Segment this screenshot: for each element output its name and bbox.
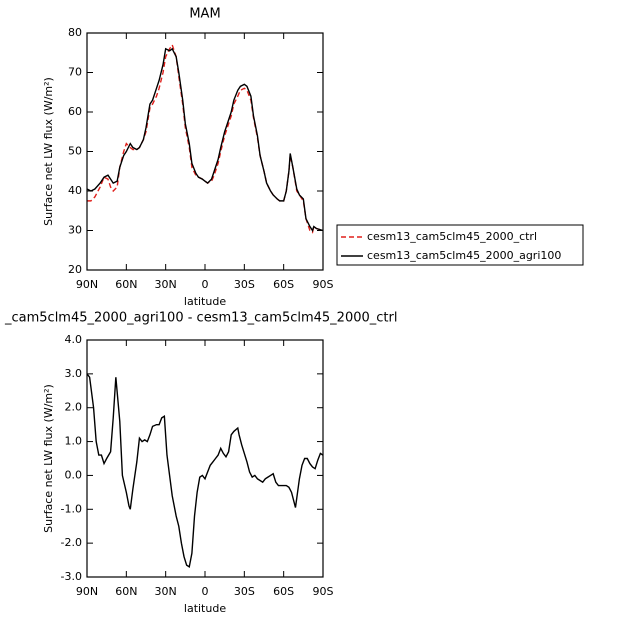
x-tick-label: 60S xyxy=(273,278,294,291)
y-tick-label: 50 xyxy=(68,145,82,158)
y-tick-label: 30 xyxy=(68,224,82,237)
x-axis-label: latitude xyxy=(184,602,226,615)
y-tick-label: 80 xyxy=(68,26,82,39)
y-tick-label: 4.0 xyxy=(65,333,83,346)
legend-label: cesm13_cam5clm45_2000_agri100 xyxy=(367,249,561,262)
plot-frame xyxy=(86,32,324,271)
y-tick-label: 2.0 xyxy=(65,401,83,414)
x-tick-label: 30S xyxy=(234,585,255,598)
y-tick-label: 60 xyxy=(68,105,82,118)
y-tick-label: 3.0 xyxy=(65,367,83,380)
y-tick-label: -1.0 xyxy=(61,502,82,515)
x-tick-label: 90N xyxy=(76,278,98,291)
legend-box xyxy=(336,224,584,266)
x-tick-label: 90S xyxy=(313,278,334,291)
x-tick-label: 60N xyxy=(115,278,137,291)
chart-title: MAM xyxy=(189,7,220,22)
x-tick-label: 0 xyxy=(202,278,209,291)
chart-title: _cam5clm45_2000_agri100 - cesm13_cam5clm… xyxy=(4,311,397,326)
x-tick-label: 0 xyxy=(202,585,209,598)
y-tick-label: 0.0 xyxy=(65,468,83,481)
y-tick-label: -2.0 xyxy=(61,536,82,549)
x-tick-label: 30S xyxy=(234,278,255,291)
data-line xyxy=(87,43,324,234)
y-tick-label: 20 xyxy=(68,263,82,276)
x-axis-label: latitude xyxy=(184,295,226,308)
legend-label: cesm13_cam5clm45_2000_ctrl xyxy=(367,230,537,243)
x-tick-label: 90S xyxy=(313,585,334,598)
x-tick-label: 60S xyxy=(273,585,294,598)
y-axis-label: Surface net LW flux (W/m²) xyxy=(42,77,55,226)
x-tick-label: 90N xyxy=(76,585,98,598)
x-tick-label: 60N xyxy=(115,585,137,598)
y-tick-label: -3.0 xyxy=(61,570,82,583)
plot-frame xyxy=(86,339,324,578)
y-axis-label: Surface net LW flux (W/m²) xyxy=(42,384,55,533)
x-tick-label: 30N xyxy=(155,278,177,291)
y-tick-label: 70 xyxy=(68,66,82,79)
y-tick-label: 40 xyxy=(68,184,82,197)
x-tick-label: 30N xyxy=(155,585,177,598)
data-line xyxy=(86,373,324,568)
y-tick-label: 1.0 xyxy=(65,435,83,448)
data-line xyxy=(86,47,324,233)
